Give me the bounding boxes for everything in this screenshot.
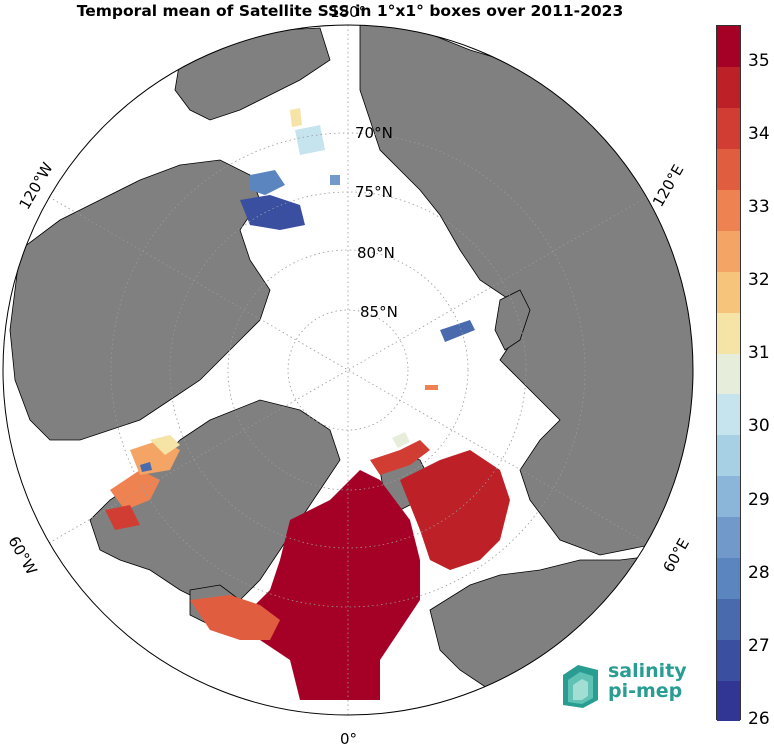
colorbar-tick-label: 33 [748,196,770,217]
sss-irminger [190,595,280,640]
colorbar-segment [717,680,740,722]
colorbar-segment [717,107,740,150]
colorbar-segment [717,393,740,436]
sss-barents-east [370,440,430,475]
lon-label-180: 180° [330,3,366,21]
lat-label-85: 85°N [360,303,398,321]
sss-barents-sea [400,450,510,570]
lon-label-120e: 120°E [649,161,687,209]
colorbar-segment [717,66,740,109]
salinity-pimep-logo: salinity pi-mep [558,660,688,710]
colorbar-segment [717,475,740,518]
colorbar-tick-label: 34 [748,123,770,144]
colorbar-tick-label: 29 [748,489,770,510]
colorbar-segment [717,434,740,477]
colorbar-segment [717,26,740,68]
sss-beaufort-a [240,195,305,230]
colorbar-tick-label: 28 [748,562,770,583]
sss-chukchi-b [290,108,302,127]
lat-label-80: 80°N [357,244,395,262]
colorbar-segment [717,271,740,313]
colorbar-segment [717,557,740,599]
lon-label-0: 0° [340,730,357,747]
land-canada [9,159,271,441]
colorbar [716,25,741,722]
colorbar-segment [717,516,740,558]
logo-icon [563,665,598,708]
colorbar-segment [717,353,740,395]
sss-beaufort-b [250,170,285,195]
colorbar-segment [717,148,740,191]
land-novaya-zemlya [494,289,531,351]
sss-norwegian-sea [240,470,420,700]
sss-baffin-e [140,462,152,472]
lat-label-75: 75°N [355,183,393,201]
colorbar-segment [717,189,740,231]
sss-barents-fresh [392,432,410,448]
map-title: Temporal mean of Satellite SSS in 1°x1° … [76,2,624,20]
lon-label-60e: 60°E [659,535,693,575]
colorbar-tick-label: 32 [748,270,770,291]
lat-label-70: 70°N [355,124,393,142]
colorbar-tick-label: 26 [748,709,770,729]
sss-chukchi-a [295,125,325,155]
logo-text-pimep: pi-mep [608,680,683,702]
polar-map: 70°N 75°N 80°N 85°N 0° 60°E 120°E 180° 1… [2,3,694,747]
sss-beaufort-c [330,175,340,185]
map-boundary [2,24,694,716]
colorbar-segment [717,639,740,681]
sss-laptev [440,320,475,342]
colorbar-tick-label: 30 [748,416,770,437]
colorbar-segment [717,312,740,354]
lon-label-60w: 60°W [4,533,40,578]
sss-baffin-d [105,505,140,530]
sss-baffin-c [150,435,180,455]
graticule [48,25,648,715]
colorbar-tick-label: 35 [748,50,770,71]
salinity-data [105,108,510,700]
colorbar-segment [717,230,740,272]
colorbar-tick-label: 27 [748,635,770,656]
logo-text-salinity: salinity [608,660,687,682]
sss-kara [425,385,438,390]
colorbar-segment [717,598,740,640]
colorbar-tick-label: 31 [748,343,770,364]
sss-baffin-a [110,470,160,510]
